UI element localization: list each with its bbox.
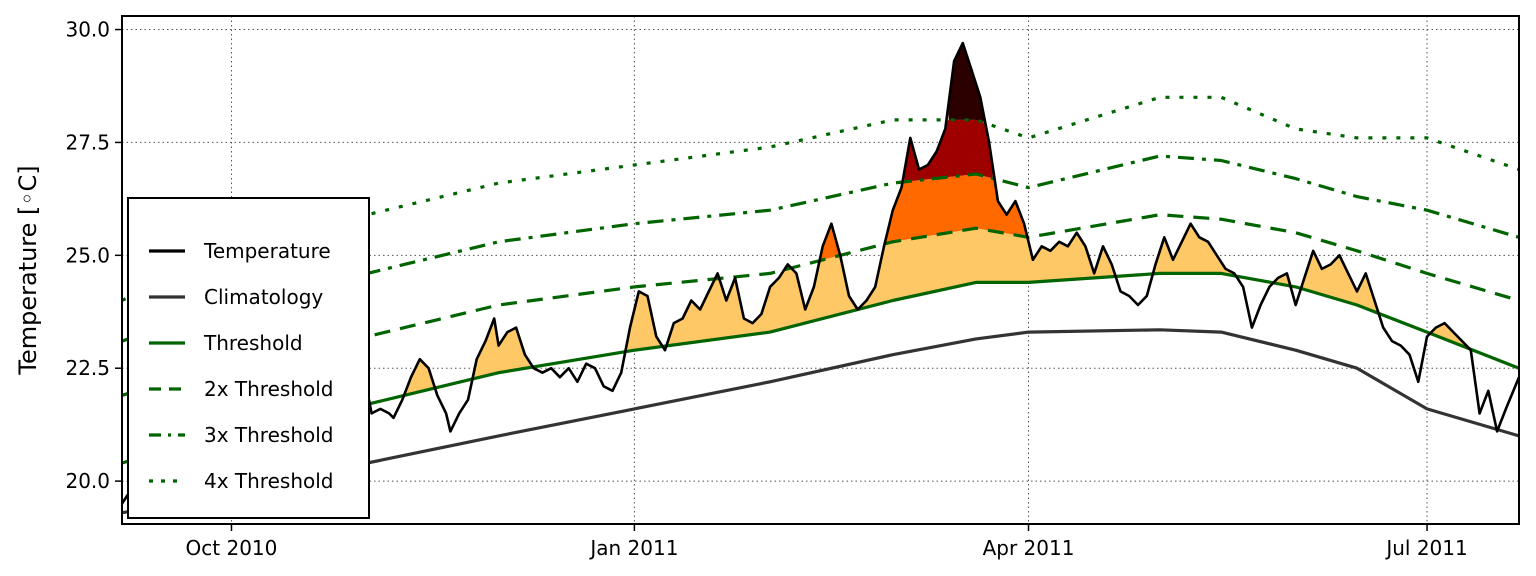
y-tick-label: 30.0 — [65, 18, 110, 42]
x-tick-label: Jan 2011 — [588, 536, 678, 560]
plot-frame — [121, 15, 1520, 525]
category-severe-fill — [904, 119, 993, 182]
legend: Temperature Climatology Threshold 2x Thresh… — [127, 197, 370, 519]
x-tick-label: Oct 2010 — [186, 536, 278, 560]
category-moderate-fill — [1430, 323, 1468, 349]
category-strong-fill — [885, 174, 1026, 244]
y-tick-label: 22.5 — [65, 356, 110, 380]
category-extreme-fill — [948, 43, 984, 123]
x-tick-label: Jul 2011 — [1384, 536, 1467, 560]
y-axis-label: Temperature [◦C] — [14, 165, 42, 375]
legend-label: Climatology — [204, 285, 323, 309]
climatology-line — [122, 328, 1519, 515]
category-moderate-fill — [666, 228, 1114, 346]
legend-label: 4x Threshold — [204, 469, 333, 493]
y-tick-label: 20.0 — [65, 469, 110, 493]
y-tick-label: 25.0 — [65, 243, 110, 267]
x-tick-label: Apr 2011 — [983, 536, 1075, 560]
threshold-2x-line — [122, 213, 1519, 397]
category-moderate-fill — [1302, 252, 1377, 313]
series-line-layer — [122, 41, 1519, 515]
category-moderate-fill — [1153, 224, 1235, 276]
y-tick-label: 27.5 — [65, 130, 110, 154]
axes: Oct 2010 Jan 2011 Apr 2011 Jul 2011 20.0 22.5… — [65, 18, 1467, 560]
temperature-line — [122, 41, 1519, 505]
legend-label: 2x Threshold — [204, 377, 333, 401]
threshold-line — [122, 271, 1519, 465]
legend-label: Threshold — [203, 331, 303, 355]
legend-label: 3x Threshold — [204, 423, 333, 447]
threshold-3x-line — [122, 154, 1519, 343]
legend-label: Temperature — [203, 239, 331, 263]
